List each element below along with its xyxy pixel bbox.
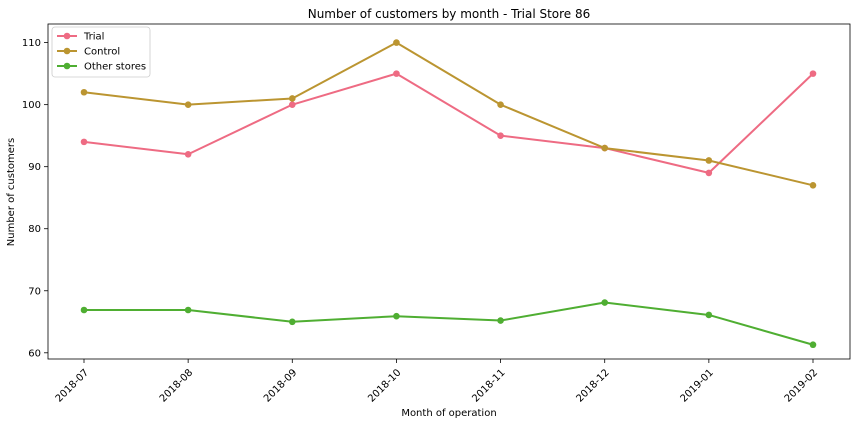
x-tick-label: 2018-10: [366, 367, 403, 404]
legend-marker-trial: [63, 32, 71, 40]
data-point-control: [601, 144, 609, 152]
data-point-other-stores: [393, 312, 400, 320]
data-point-control: [288, 95, 296, 102]
y-tick-label: 70: [28, 286, 41, 297]
x-tick-label: 2018-08: [158, 367, 195, 404]
data-point-other-stores: [80, 306, 88, 314]
series-line-trial: [83, 72, 814, 174]
x-tick-label: 2018-12: [574, 367, 611, 404]
data-point-other-stores: [288, 318, 296, 326]
data-point-control: [705, 157, 713, 164]
y-tick-label: 110: [22, 38, 41, 49]
legend-marker-control: [63, 47, 71, 55]
series-line-other-stores: [84, 301, 814, 346]
x-tick-label: 2018-09: [262, 367, 299, 404]
legend-label-trial: Trial: [83, 32, 104, 43]
data-point-trial: [393, 70, 400, 77]
legend: Trial Control Other stores: [51, 26, 151, 78]
data-point-control: [497, 101, 504, 108]
data-point-trial: [80, 138, 88, 146]
x-tick-label: 2018-07: [54, 367, 91, 404]
x-axis-label: Month of operation: [401, 408, 496, 419]
series-line-control: [83, 41, 814, 187]
y-tick-label: 80: [28, 224, 41, 235]
data-point-control: [80, 88, 88, 96]
y-tick-label: 100: [22, 100, 41, 111]
data-point-control: [184, 101, 192, 108]
data-point-trial: [288, 101, 296, 108]
data-point-trial: [184, 150, 192, 158]
chart-title: Number of customers by month - Trial Sto…: [308, 7, 591, 21]
data-point-trial: [809, 70, 817, 77]
data-point-other-stores: [184, 306, 192, 314]
y-axis-label: Number of customers: [6, 138, 17, 246]
data-point-other-stores: [705, 311, 713, 319]
data-point-other-stores: [497, 317, 504, 324]
legend-marker-other-stores: [63, 62, 71, 70]
data-point-control: [393, 39, 400, 46]
legend-label-other-stores: Other stores: [84, 62, 146, 73]
y-tick-label: 90: [28, 162, 41, 173]
data-point-trial: [705, 169, 713, 177]
x-tick-label: 2019-01: [679, 367, 716, 404]
x-tick-label: 2018-11: [470, 367, 507, 404]
y-tick-label: 60: [28, 348, 41, 359]
x-tick-label: 2019-02: [783, 367, 820, 404]
legend-label-control: Control: [84, 47, 120, 58]
data-point-trial: [497, 132, 504, 139]
data-point-other-stores: [809, 341, 817, 349]
legend-box: [51, 26, 151, 78]
data-point-control: [809, 181, 817, 189]
plot-area-frame: [47, 23, 851, 360]
data-point-other-stores: [601, 299, 609, 306]
